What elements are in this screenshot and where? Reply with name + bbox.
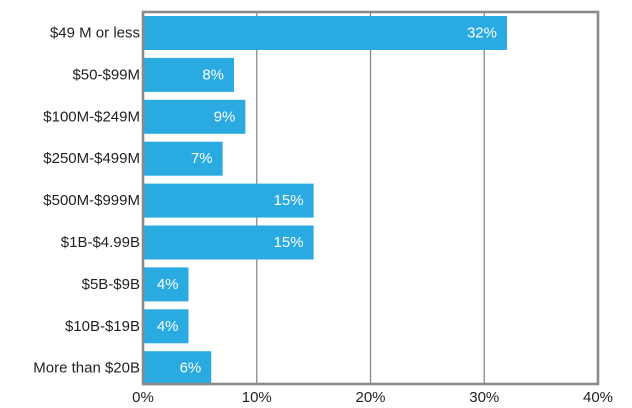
bar-2 <box>143 99 246 134</box>
value-label-4: 15% <box>274 192 304 209</box>
category-label-0: $49 M or less <box>50 25 140 42</box>
category-labels: $49 M or less $50-$99M $100M-$249M $250M-$4… <box>33 25 140 377</box>
value-label-1: 8% <box>202 66 224 83</box>
bar-0 <box>143 16 507 50</box>
bar-1 <box>143 57 234 92</box>
bar-5 <box>143 225 314 260</box>
x-axis-tick-labels: 0% 10% 20% 30% 40% <box>132 389 613 406</box>
category-label-4: $500M-$999M <box>43 192 140 209</box>
category-label-2: $100M-$249M <box>43 108 140 125</box>
value-labels: 32% 8% 9% 7% 15% 15% 4% 4% 6% <box>157 25 497 377</box>
plot-frame <box>141 10 600 386</box>
bar-8 <box>143 351 212 386</box>
category-label-5: $1B-$4.99B <box>61 234 140 251</box>
x-tick-label-4: 40% <box>583 389 613 406</box>
category-label-3: $250M-$499M <box>43 150 140 167</box>
value-label-8: 6% <box>180 360 202 377</box>
value-label-3: 7% <box>191 150 213 167</box>
x-tick-label-2: 20% <box>355 389 385 406</box>
value-label-0: 32% <box>467 25 497 42</box>
bar-7 <box>143 309 189 344</box>
value-label-2: 9% <box>214 108 236 125</box>
bar-6 <box>143 267 189 302</box>
value-label-7: 4% <box>157 318 179 335</box>
x-tick-label-0: 0% <box>132 389 154 406</box>
x-tick-label-1: 10% <box>242 389 272 406</box>
bar-4 <box>143 183 314 218</box>
bars <box>143 16 507 386</box>
category-label-6: $5B-$9B <box>82 276 140 293</box>
category-label-7: $10B-$19B <box>65 318 140 335</box>
category-label-8: More than $20B <box>33 360 140 377</box>
bar-3 <box>143 141 223 176</box>
value-label-5: 15% <box>274 234 304 251</box>
category-label-1: $50-$99M <box>72 66 140 83</box>
x-tick-label-3: 30% <box>469 389 499 406</box>
value-label-6: 4% <box>157 276 179 293</box>
